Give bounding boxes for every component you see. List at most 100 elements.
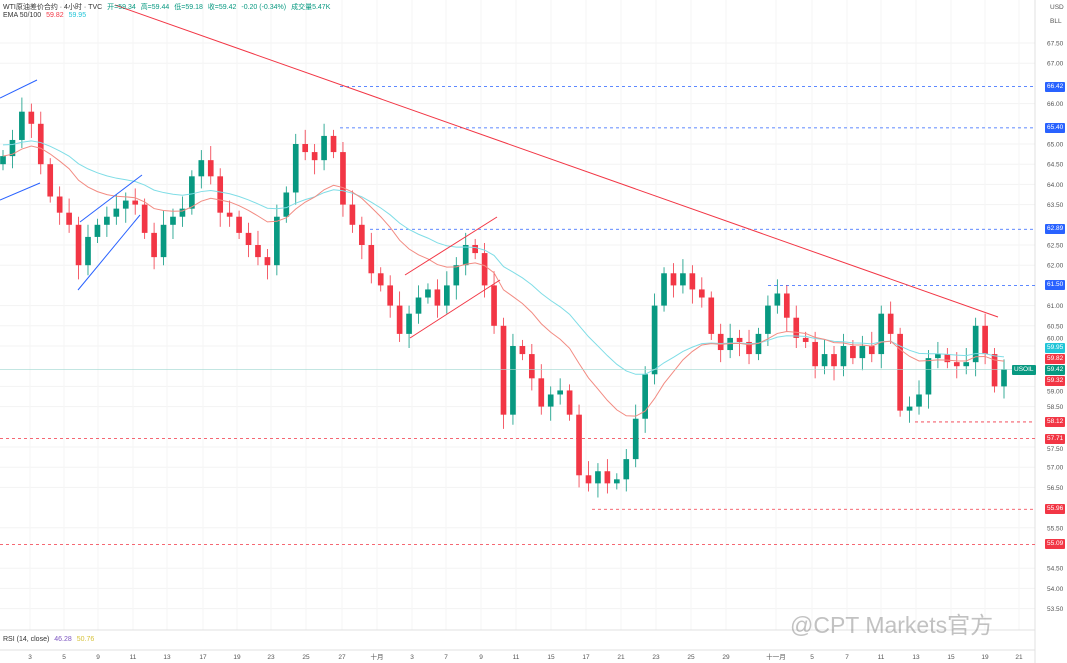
candle-body (689, 273, 696, 290)
symbol-tag: USOIL (1012, 365, 1036, 376)
x-tick-label: 7 (444, 654, 448, 661)
level-price-tag: 61.50 (1045, 280, 1066, 291)
y-tick-label: 60.50 (1047, 323, 1064, 330)
candle-body (500, 325, 507, 415)
ema-legend: EMA 50/100 59.82 59.95 (3, 12, 89, 19)
candle-body (330, 135, 337, 153)
candle-body (104, 216, 110, 225)
y-tick-label: 64.50 (1047, 162, 1064, 169)
candle-body (491, 285, 497, 326)
candle-body (944, 354, 951, 363)
x-tick-label: 17 (582, 654, 590, 661)
candle-body (377, 273, 384, 286)
candle-body (736, 337, 743, 342)
candle-body (189, 176, 195, 209)
candle-body (604, 471, 611, 484)
y-tick-label: 62.00 (1047, 263, 1064, 270)
candle-body (368, 245, 375, 274)
candle-body (868, 346, 875, 355)
trend-line (114, 4, 999, 318)
x-tick-label: 7 (845, 654, 849, 661)
low-value: 低=59.18 (174, 4, 203, 11)
candle-body (198, 160, 205, 177)
x-tick-label: 27 (338, 654, 346, 661)
candle-body (349, 204, 356, 225)
candle-body (255, 245, 261, 258)
ema50-value: 59.82 (46, 12, 64, 19)
currency-label[interactable]: USD (1050, 4, 1064, 11)
candle-body (953, 362, 960, 367)
ema100-line (2, 140, 1005, 375)
candle-body (510, 346, 516, 415)
level-price-tag: 65.40 (1045, 122, 1066, 133)
candle-body (982, 325, 988, 355)
candle-body (462, 245, 469, 266)
candle-body (887, 313, 894, 334)
candle-body (557, 390, 563, 395)
candle-body (963, 362, 970, 367)
candle-body (840, 346, 847, 367)
symbol-legend: WTI原油差价合约 · 4小时 · TVC 开=59.34 高=59.44 低=… (3, 2, 333, 12)
candle-body (66, 212, 72, 225)
candle-body (576, 414, 582, 476)
y-tick-label: 60.00 (1047, 336, 1064, 343)
candle-body (623, 459, 630, 480)
candle-body (651, 305, 658, 375)
channel-line (0, 79, 38, 99)
candle-body (245, 232, 252, 245)
x-tick-label: 25 (302, 654, 310, 661)
candle-body (897, 333, 903, 411)
watermark: @CPT Markets官方 (790, 612, 994, 638)
rsi-legend: RSI (14, close) 46.28 50.76 (3, 636, 97, 643)
ema100-price-tag: 59.95 (1045, 343, 1066, 354)
candle-body (850, 346, 856, 359)
candle-body (19, 111, 25, 140)
candle-body (547, 394, 554, 407)
candle-body (302, 144, 309, 153)
x-tick-label: 17 (199, 654, 207, 661)
y-tick-label: 62.50 (1047, 243, 1064, 250)
candle-body (774, 293, 781, 306)
channel-line (0, 182, 41, 201)
candle-body (528, 354, 535, 379)
x-tick-label: 3 (410, 654, 414, 661)
y-tick-label: 61.00 (1047, 303, 1064, 310)
candle-body (359, 224, 365, 245)
candle-body (217, 176, 224, 213)
candle-body (481, 253, 488, 286)
unit-label[interactable]: BLL (1050, 18, 1062, 25)
candle-body (170, 216, 176, 225)
level-price-tag: 58.12 (1045, 416, 1066, 427)
candle-body (226, 212, 233, 217)
candle-body (878, 313, 885, 355)
candle-body (85, 236, 91, 266)
last-price-tag: 59.42 (1045, 365, 1066, 376)
candle-body (406, 313, 412, 334)
candle-body (642, 374, 648, 419)
candle-body (812, 341, 818, 367)
candle-body (340, 152, 346, 205)
x-tick-label: 11 (513, 654, 520, 661)
ema100-value: 59.95 (68, 12, 87, 19)
x-tick-label: 19 (981, 654, 989, 661)
candle-body (151, 232, 157, 258)
y-tick-label: 65.00 (1047, 142, 1064, 149)
candle-body (283, 192, 290, 217)
rsi-label: RSI (14, close) (3, 636, 50, 643)
change-value: -0.20 (-0.34%) (241, 4, 287, 11)
candle-body (906, 406, 913, 411)
x-tick-label: 5 (62, 654, 66, 661)
x-tick-label: 23 (652, 654, 660, 661)
y-tick-label: 53.50 (1047, 606, 1064, 613)
rsi-value: 46.28 (54, 636, 72, 643)
candle-body (264, 257, 271, 266)
y-tick-label: 56.50 (1047, 485, 1064, 492)
candle-body (595, 471, 601, 484)
x-tick-label: 11 (130, 654, 137, 661)
candle-body (0, 156, 6, 165)
candle-body (37, 123, 44, 165)
candle-body (444, 285, 450, 306)
candle-body (321, 135, 327, 161)
candle-body (1001, 369, 1007, 387)
